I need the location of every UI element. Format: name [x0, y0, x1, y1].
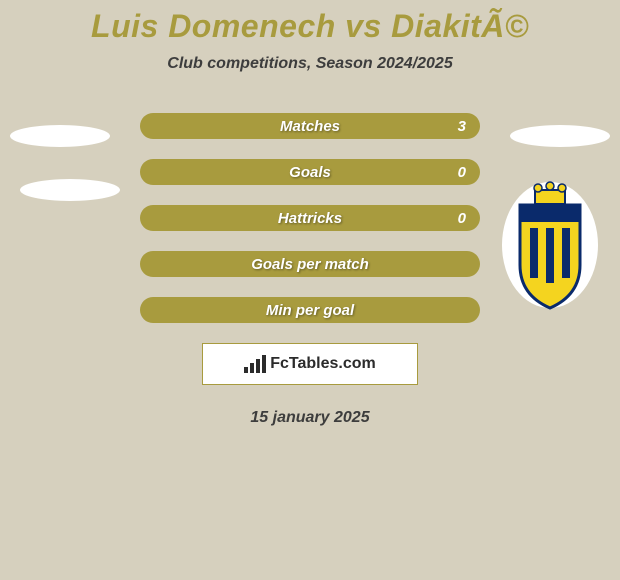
source-logo-text: FcTables.com [270, 355, 376, 373]
ellipse-icon [20, 179, 120, 201]
source-logo[interactable]: FcTables.com [202, 343, 418, 385]
club-badge-icon [500, 180, 600, 310]
stat-bar: Min per goal [140, 297, 480, 323]
stat-label: Goals per match [251, 256, 369, 273]
stat-bar: Hattricks 0 [140, 205, 480, 231]
page: Luis Domenech vs DiakitÃ© Club competiti… [0, 0, 620, 580]
stat-label: Min per goal [266, 302, 354, 319]
page-title: Luis Domenech vs DiakitÃ© [0, 0, 620, 45]
stat-label: Matches [280, 118, 340, 135]
stats-list: Matches 3 Goals 0 Hattricks 0 Goals per … [140, 113, 480, 323]
stat-bar: Goals 0 [140, 159, 480, 185]
stat-bar: Matches 3 [140, 113, 480, 139]
stat-label: Hattricks [278, 210, 342, 227]
page-subtitle: Club competitions, Season 2024/2025 [0, 55, 620, 73]
ellipse-icon [10, 125, 110, 147]
chart-icon [244, 355, 266, 373]
stat-right-value: 3 [458, 118, 466, 135]
stat-bar: Goals per match [140, 251, 480, 277]
stat-right-value: 0 [458, 210, 466, 227]
right-avatar-placeholder [510, 125, 610, 147]
stat-right-value: 0 [458, 164, 466, 181]
stat-label: Goals [289, 164, 331, 181]
left-avatar-placeholder [10, 125, 110, 201]
snapshot-date: 15 january 2025 [0, 409, 620, 427]
